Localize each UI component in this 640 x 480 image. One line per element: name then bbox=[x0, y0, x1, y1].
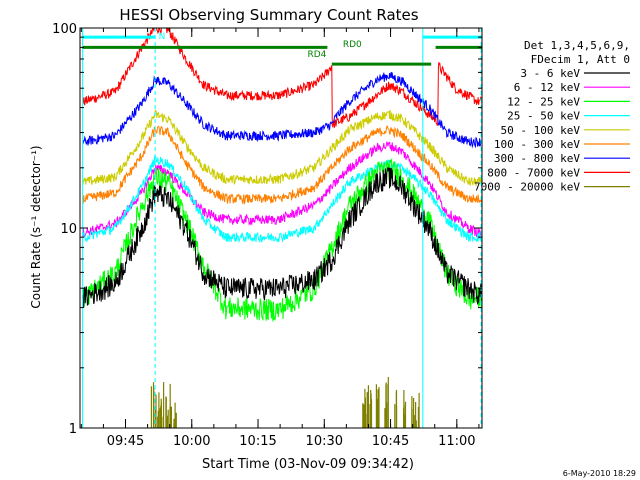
series-line-800-7000keV bbox=[82, 28, 482, 129]
x-tick-label: 10:30 bbox=[306, 434, 343, 449]
x-tick-label: 10:45 bbox=[372, 434, 409, 449]
legend-label: 25 - 50 keV bbox=[507, 110, 580, 123]
x-tick-label: 09:45 bbox=[107, 434, 144, 449]
legend-header-2: FDecim 1, Att 0 bbox=[531, 53, 630, 66]
chart-title: HESSI Observing Summary Count Rates bbox=[119, 6, 418, 24]
x-tick-label: 11:00 bbox=[438, 434, 475, 449]
annotation-N: N bbox=[159, 32, 166, 42]
plot-layer: N RD0 RD4 bbox=[82, 28, 482, 428]
series-line-6-12keV bbox=[82, 141, 482, 238]
legend-label: 50 - 100 keV bbox=[501, 124, 581, 137]
legend-label: 100 - 300 keV bbox=[494, 138, 580, 151]
legend: Det 1,3,4,5,6,9, FDecim 1, Att 0 3 - 6 k… bbox=[474, 39, 630, 194]
x-tick-label: 10:00 bbox=[173, 434, 210, 449]
plot-frame bbox=[79, 27, 483, 429]
series-line-100-300keV bbox=[82, 125, 482, 206]
y-tick-label: 100 bbox=[52, 22, 77, 37]
date-stamp: 6-May-2010 18:29 bbox=[563, 469, 636, 478]
legend-header-1: Det 1,3,4,5,6,9, bbox=[524, 39, 630, 52]
x-axis-label: Start Time (03-Nov-09 09:34:42) bbox=[202, 457, 414, 472]
axis-layer: 1 10 100 09:45 10:00 10:15 10:30 10:45 11:00 bbox=[52, 22, 483, 449]
legend-label: 6 - 12 keV bbox=[514, 81, 581, 94]
legend-label: 800 - 7000 keV bbox=[487, 166, 580, 179]
legend-label: 300 - 800 keV bbox=[494, 152, 580, 165]
y-tick-label: 10 bbox=[60, 222, 77, 237]
y-axis-label: Count Rate (s⁻¹ detector⁻¹) bbox=[29, 145, 43, 308]
series-line-7000-20000keV bbox=[150, 377, 420, 428]
legend-label: 12 - 25 keV bbox=[507, 95, 580, 108]
legend-label: 3 - 6 keV bbox=[520, 67, 580, 80]
y-tick-label: 1 bbox=[69, 422, 77, 437]
annotation-RD4: RD4 bbox=[308, 50, 327, 60]
annotation-RD0: RD0 bbox=[343, 40, 362, 50]
x-tick-label: 10:15 bbox=[239, 434, 276, 449]
series-line-25-50keV bbox=[82, 155, 482, 244]
series-line-12-25keV bbox=[82, 158, 482, 322]
series-line-300-800keV bbox=[82, 71, 482, 149]
legend-label: 7000 - 20000 keV bbox=[474, 181, 580, 194]
series-line-50-100keV bbox=[82, 109, 482, 187]
data-group bbox=[82, 28, 482, 428]
series-line-3-6keV bbox=[82, 166, 482, 308]
